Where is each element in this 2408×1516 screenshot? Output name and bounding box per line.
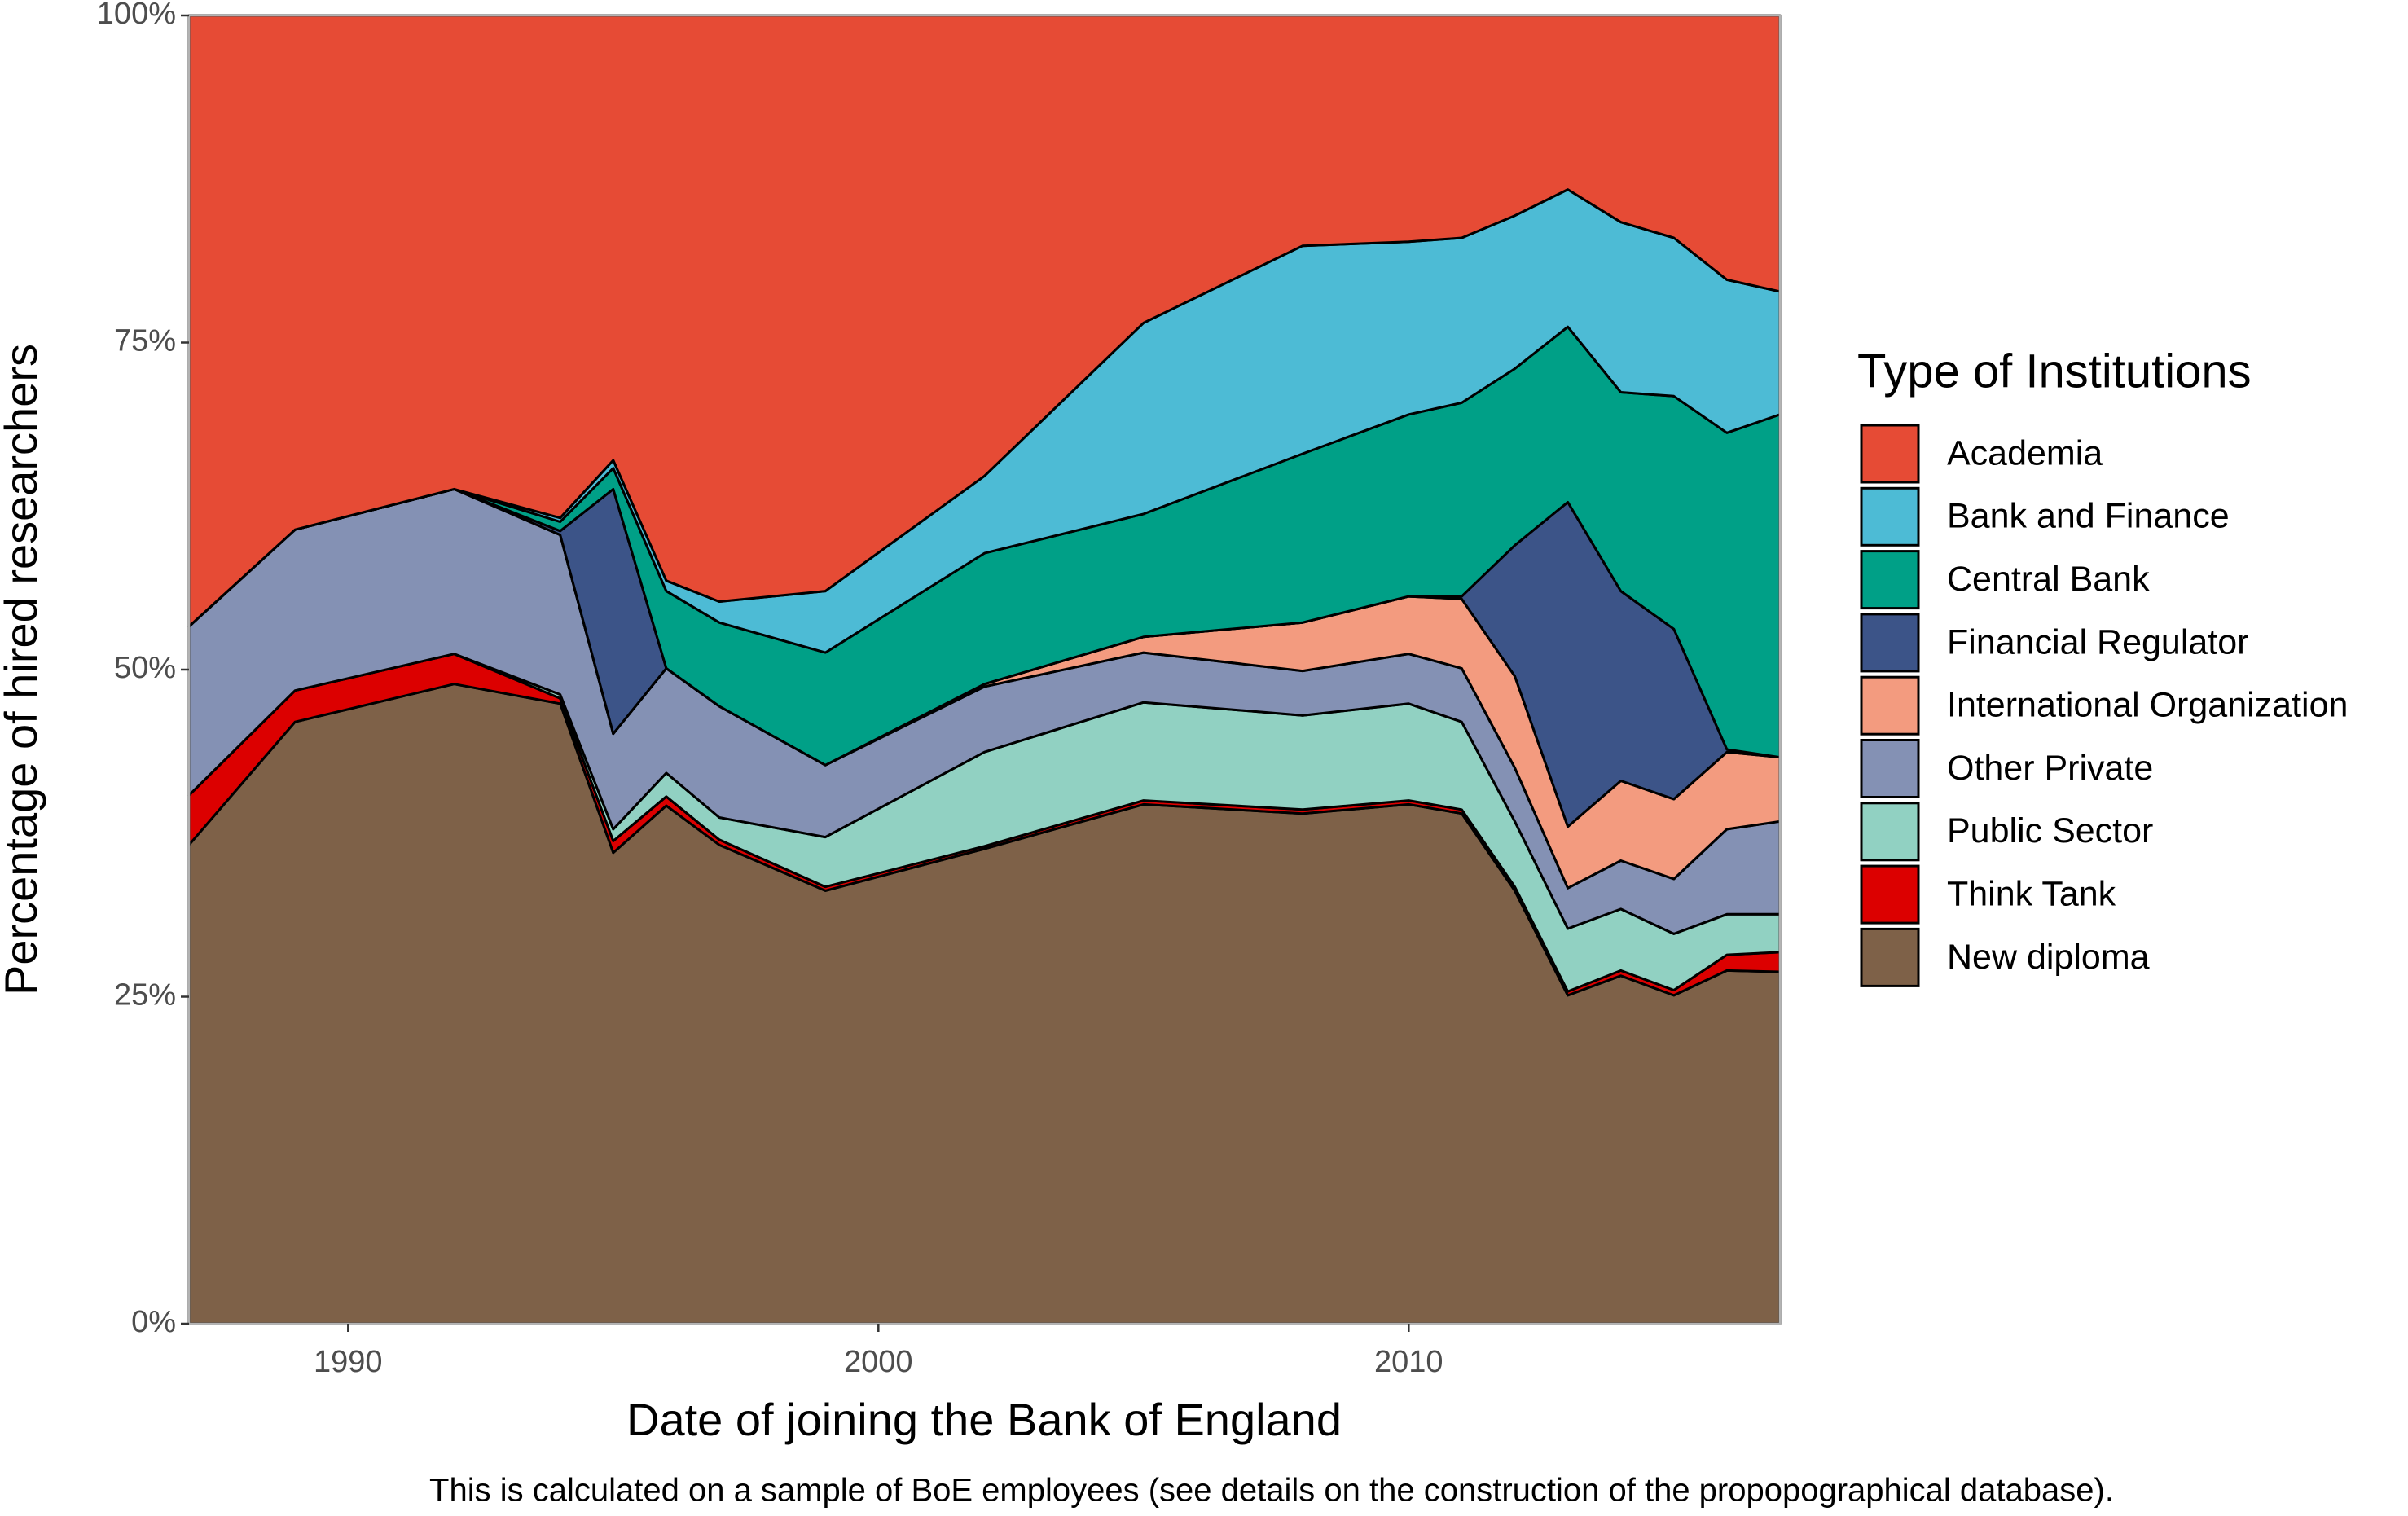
legend-label: Financial Regulator bbox=[1947, 622, 2248, 661]
legend-label: International Organization bbox=[1947, 686, 2348, 725]
legend-label: Public Sector bbox=[1947, 811, 2153, 850]
legend-key bbox=[1860, 486, 1920, 547]
y-axis-title: Percentage of hired researchers bbox=[0, 344, 46, 995]
legend-key bbox=[1860, 739, 1920, 798]
legend-label: Central Bank bbox=[1947, 560, 2150, 599]
y-tick-label: 100% bbox=[97, 0, 176, 31]
legend-label: Think Tank bbox=[1947, 874, 2116, 913]
y-tick-label: 75% bbox=[114, 324, 176, 358]
x-tick-label: 2000 bbox=[844, 1345, 913, 1379]
x-tick-label: 1990 bbox=[314, 1345, 383, 1379]
legend-key bbox=[1860, 550, 1920, 610]
legend-label: Other Private bbox=[1947, 749, 2153, 788]
legend-key bbox=[1860, 613, 1920, 673]
x-axis-title: Date of joining the Bank of England bbox=[626, 1394, 1342, 1445]
legend-key bbox=[1860, 675, 1920, 736]
caption: This is calculated on a sample of BoE em… bbox=[429, 1473, 2114, 1509]
x-tick-label: 2010 bbox=[1374, 1345, 1443, 1379]
y-tick-label: 25% bbox=[114, 978, 176, 1013]
legend-key bbox=[1860, 424, 1920, 484]
legend-key bbox=[1860, 927, 1920, 987]
legend-key bbox=[1860, 802, 1920, 862]
y-tick-label: 0% bbox=[131, 1305, 176, 1339]
legend-title: Type of Institutions bbox=[1857, 345, 2252, 398]
legend-label: Academia bbox=[1947, 433, 2103, 472]
legend-label: New diploma bbox=[1947, 938, 2150, 977]
legend-label: Bank and Finance bbox=[1947, 497, 2230, 536]
legend-key bbox=[1860, 864, 1920, 925]
y-tick-label: 50% bbox=[114, 651, 176, 685]
